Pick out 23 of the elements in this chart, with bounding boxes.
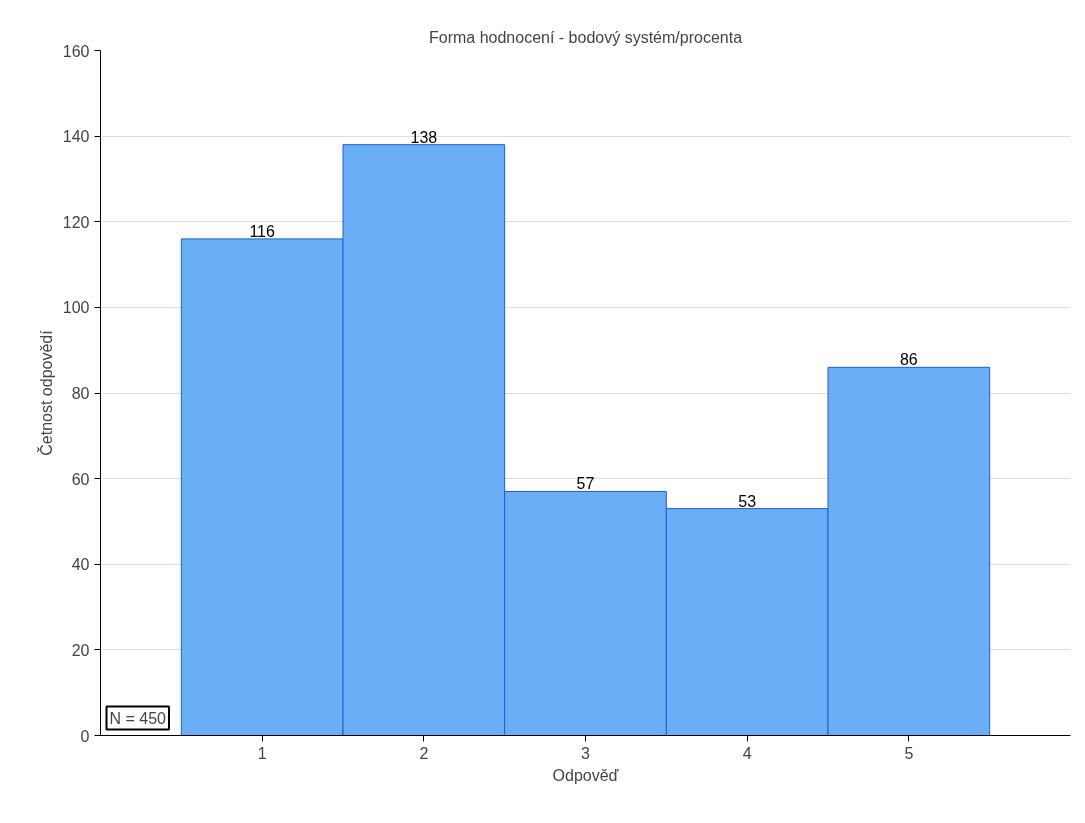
x-tick-label: 4 xyxy=(742,744,752,762)
data-label: 138 xyxy=(410,128,438,146)
data-label: 86 xyxy=(899,351,918,369)
y-tick-label: 60 xyxy=(71,470,90,488)
x-tick-label: 3 xyxy=(581,744,591,762)
chart-title: Forma hodnocení - bodový systém/procenta xyxy=(428,28,743,46)
x-tick-label: 2 xyxy=(419,744,429,762)
y-tick-label: 160 xyxy=(62,42,90,60)
x-tick-label: 1 xyxy=(257,744,267,762)
y-tick-label: 80 xyxy=(71,385,90,402)
x-axis-title: Odpověď xyxy=(552,766,619,784)
y-tick-label: 20 xyxy=(71,641,90,659)
y-axis-title: Četnost odpovědí xyxy=(36,329,55,456)
annotation: N = 450 xyxy=(109,709,167,727)
y-tick-label: 0 xyxy=(80,727,90,745)
data-label: 57 xyxy=(576,475,595,493)
data-label: 116 xyxy=(249,222,276,240)
y-tick-label: 120 xyxy=(62,213,90,231)
y-tick-label: 140 xyxy=(62,128,90,146)
data-label: 53 xyxy=(738,492,757,510)
y-tick-label: 40 xyxy=(71,556,90,574)
x-tick-label: 5 xyxy=(904,744,914,762)
y-tick-label: 100 xyxy=(62,299,90,317)
